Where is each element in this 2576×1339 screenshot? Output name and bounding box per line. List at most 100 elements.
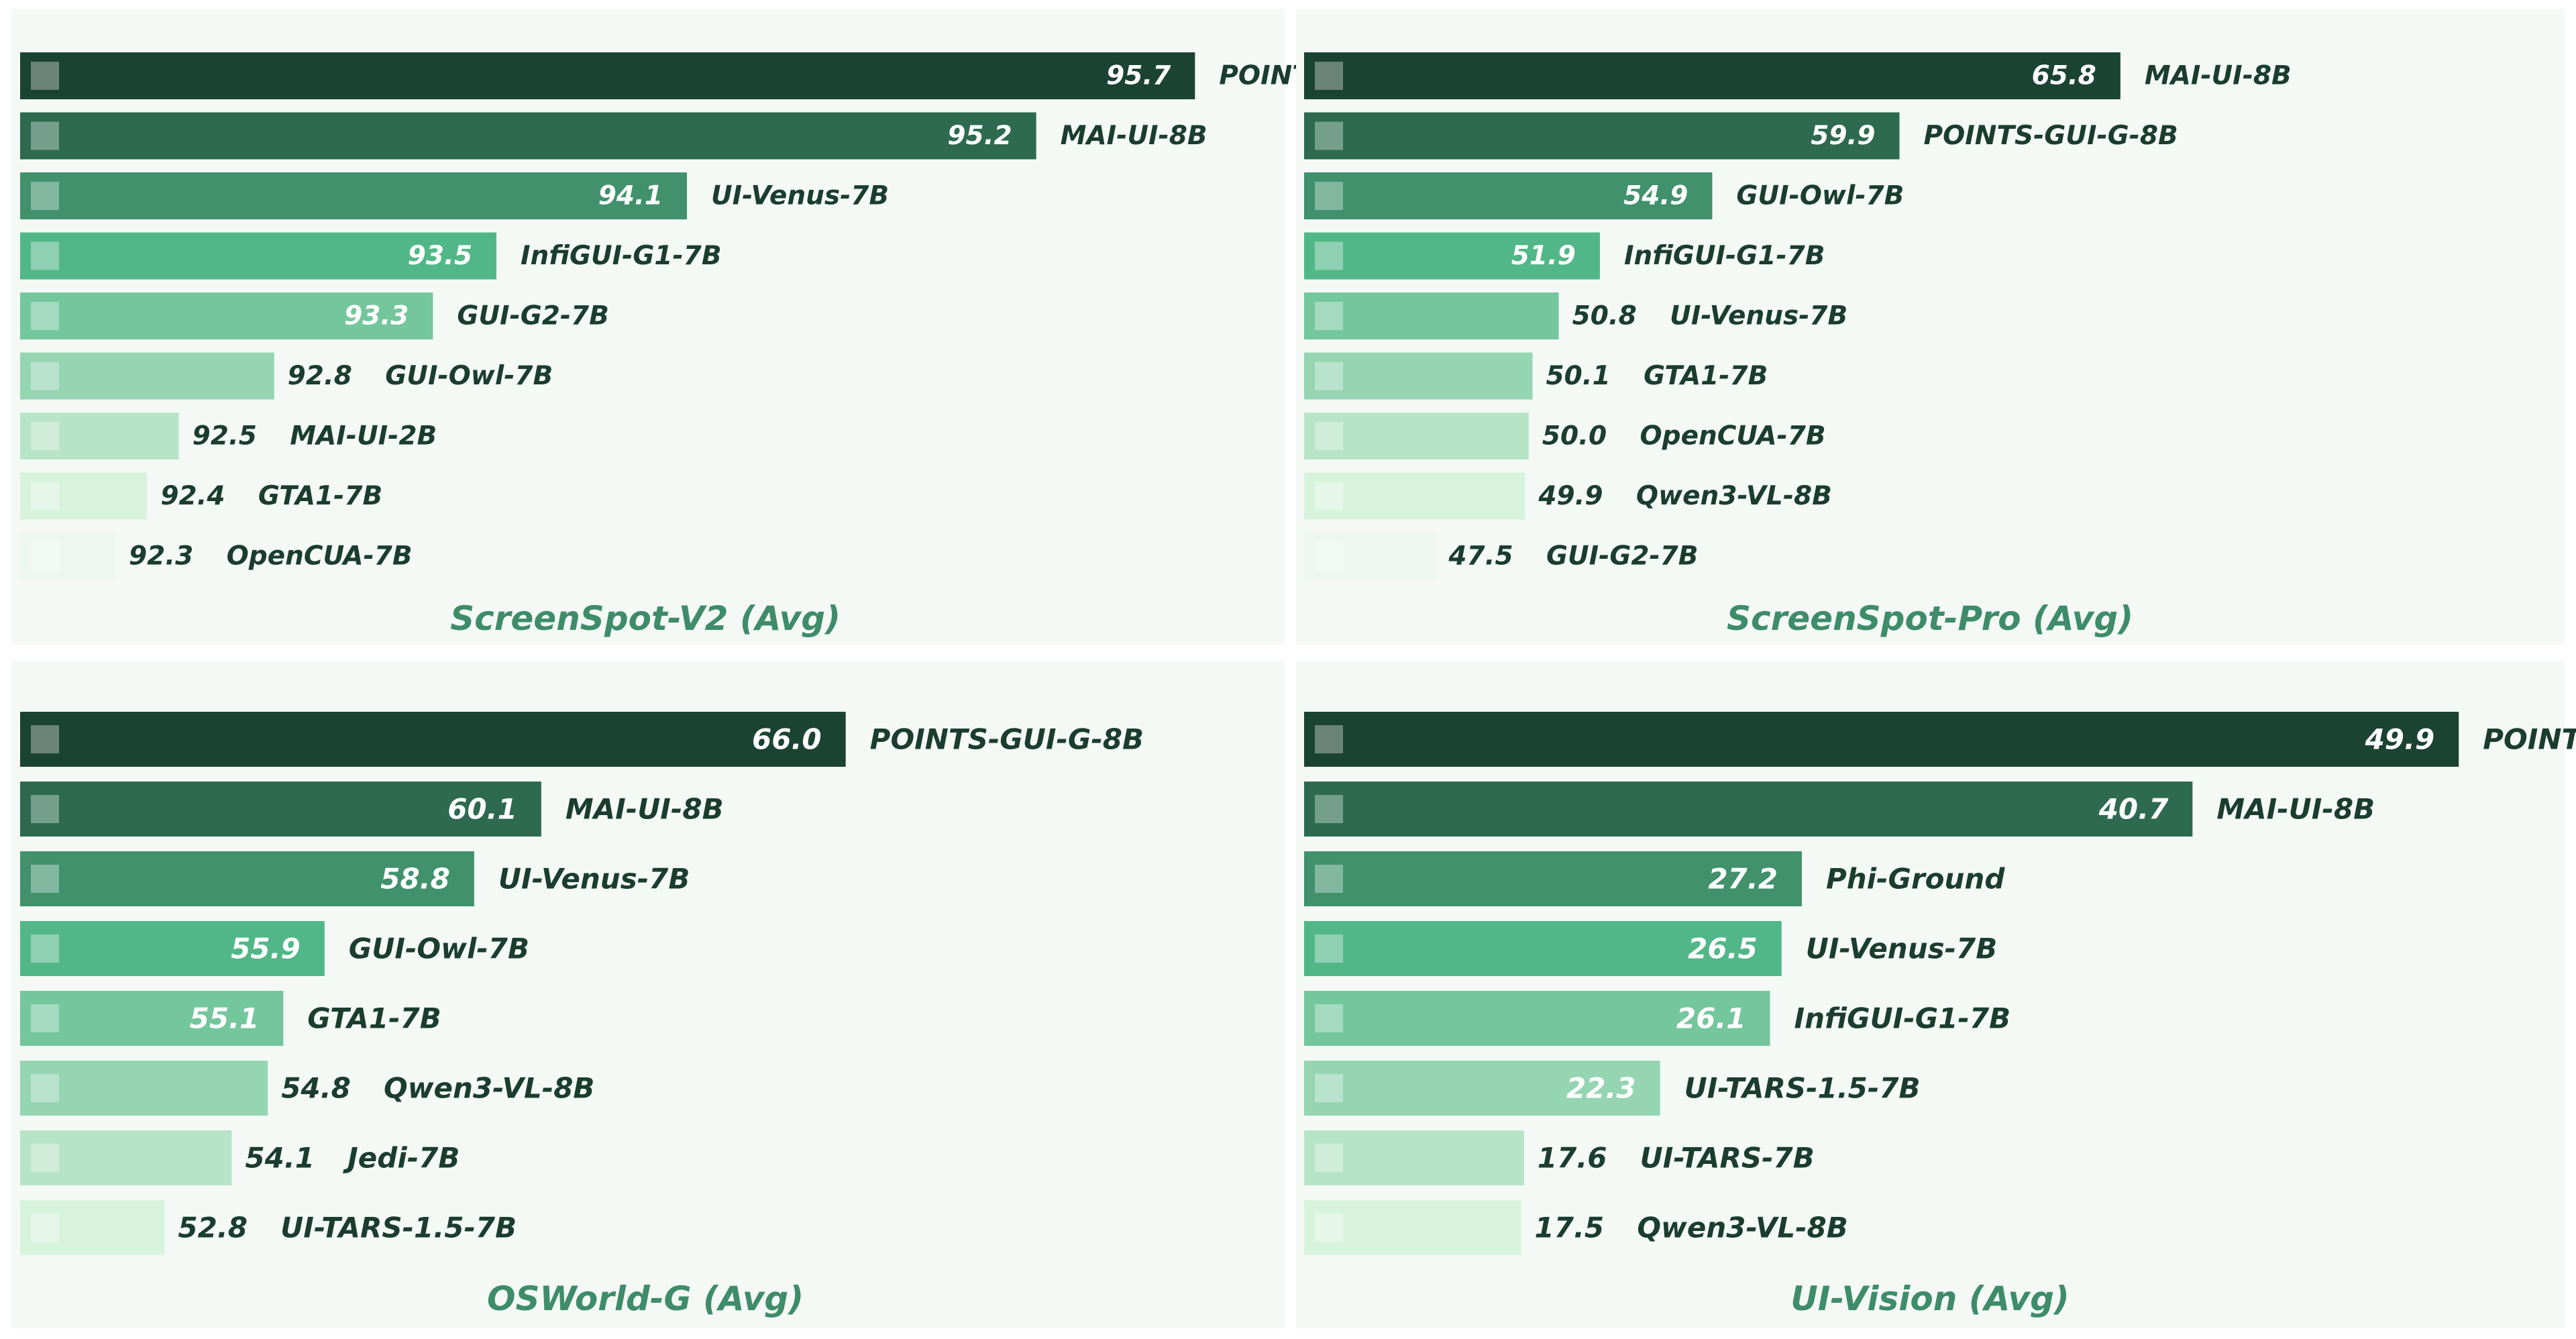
category-label: MAI-UI-8B <box>2145 61 2292 91</box>
bar-screenspot-pro-1 <box>1304 112 1900 160</box>
bar-marker-icon <box>31 1074 59 1102</box>
category-label: InfiGUI-G1-7B <box>1794 1002 2011 1035</box>
category-label: GUI-Owl-7B <box>385 361 553 391</box>
category-label: MAI-UI-8B <box>1061 121 1208 151</box>
bar-marker-icon <box>1315 934 1343 963</box>
value-label: 95.2 <box>947 121 1012 151</box>
bar-marker-icon <box>1315 242 1343 270</box>
bar-marker-icon <box>1315 1144 1343 1172</box>
category-label: UI-Venus-7B <box>498 863 690 896</box>
value-label: 65.8 <box>2032 61 2096 91</box>
category-label: MAI-UI-8B <box>2216 793 2375 826</box>
bar-screenspot-v2-4 <box>20 292 433 339</box>
bar-osworld-g-7 <box>20 1200 165 1255</box>
category-label: UI-TARS-1.5-7B <box>280 1212 517 1244</box>
chart-screenspot-pro: 65.8 MAI-UI-8B 59.9 POINTS-GUI-G-8B 54.9 GUI-… <box>1296 9 2565 645</box>
value-label: 92.8 <box>288 361 352 391</box>
bar-ui-vision-3 <box>1304 921 1782 976</box>
value-label: 26.1 <box>1676 1002 1746 1035</box>
bar-screenspot-v2-7 <box>20 472 148 520</box>
category-label: Qwen3-VL-8B <box>1636 481 1832 511</box>
value-label: 54.9 <box>1623 181 1688 211</box>
chart-title: UI-Vision (Avg) <box>1790 1279 2070 1318</box>
bar-screenspot-pro-8 <box>1304 533 1436 580</box>
value-label: 49.9 <box>1538 481 1603 511</box>
category-label: GUI-Owl-7B <box>349 932 529 965</box>
category-label: UI-TARS-7B <box>1640 1142 1815 1175</box>
category-label: UI-Venus-7B <box>1806 932 1998 965</box>
bar-marker-icon <box>31 795 59 823</box>
bar-ui-vision-7 <box>1304 1200 1521 1255</box>
bar-screenspot-pro-4 <box>1304 292 1559 339</box>
value-label: 52.8 <box>178 1212 248 1244</box>
category-label: UI-TARS-1.5-7B <box>1684 1072 1921 1105</box>
bar-marker-icon <box>31 182 59 210</box>
category-label: GUI-G2-7B <box>1546 541 1699 572</box>
bar-screenspot-pro-2 <box>1304 172 1713 219</box>
value-label: 60.1 <box>447 793 517 826</box>
value-label: 22.3 <box>1566 1072 1636 1105</box>
bar-screenspot-pro-0 <box>1304 52 2121 99</box>
category-label: OpenCUA-7B <box>227 541 413 572</box>
bar-marker-icon <box>31 482 59 511</box>
bar-marker-icon <box>31 242 59 270</box>
category-label: MAI-UI-8B <box>566 793 724 826</box>
bar-marker-icon <box>31 1144 59 1172</box>
bar-ui-vision-4 <box>1304 991 1770 1046</box>
bar-osworld-g-6 <box>20 1130 232 1185</box>
category-label: InfiGUI-G1-7B <box>1624 241 1825 271</box>
category-label: UI-Venus-7B <box>1670 301 1847 331</box>
value-label: 59.9 <box>1811 121 1875 151</box>
category-label: Jedi-7B <box>343 1142 460 1175</box>
value-label: 26.5 <box>1688 932 1758 965</box>
chart-title: OSWorld-G (Avg) <box>487 1279 804 1318</box>
value-label: 54.1 <box>245 1142 315 1175</box>
bar-ui-vision-6 <box>1304 1130 1524 1185</box>
bar-marker-icon <box>31 1214 59 1242</box>
bar-marker-icon <box>1315 121 1343 150</box>
bar-screenspot-v2-3 <box>20 232 496 280</box>
category-label: Phi-Ground <box>1826 863 2005 896</box>
bar-marker-icon <box>1315 795 1343 823</box>
value-label: 66.0 <box>752 723 822 756</box>
bar-marker-icon <box>31 542 59 570</box>
category-label: GUI-Owl-7B <box>1736 181 1904 211</box>
value-label: 27.2 <box>1708 863 1778 896</box>
value-label: 54.8 <box>281 1072 351 1105</box>
category-label: InfiGUI-G1-7B <box>521 241 722 271</box>
bar-marker-icon <box>1315 1004 1343 1032</box>
bar-marker-icon <box>31 302 59 330</box>
bar-screenspot-pro-7 <box>1304 472 1525 520</box>
value-label: 92.5 <box>193 421 257 451</box>
value-label: 51.9 <box>1511 241 1576 271</box>
bar-marker-icon <box>31 725 59 753</box>
bar-marker-icon <box>1315 1214 1343 1242</box>
chart-osworld-g: 66.0 POINTS-GUI-G-8B 60.1 MAI-UI-8B 58.8 UI-V… <box>11 661 1285 1328</box>
bar-marker-icon <box>1315 542 1343 570</box>
category-label: GTA1-7B <box>1644 361 1768 391</box>
value-label: 47.5 <box>1448 541 1513 572</box>
bar-marker-icon <box>31 62 59 90</box>
category-label: MAI-UI-2B <box>290 421 437 451</box>
bar-marker-icon <box>1315 482 1343 511</box>
bar-screenspot-pro-3 <box>1304 232 1600 280</box>
value-label: 17.6 <box>1538 1142 1607 1175</box>
bar-marker-icon <box>1315 182 1343 210</box>
bar-ui-vision-0 <box>1304 712 2459 767</box>
value-label: 55.9 <box>231 932 301 965</box>
bar-marker-icon <box>1315 302 1343 330</box>
value-label: 17.5 <box>1535 1212 1605 1244</box>
bar-osworld-g-0 <box>20 712 846 767</box>
bar-osworld-g-5 <box>20 1061 268 1116</box>
category-label: GUI-G2-7B <box>457 301 609 331</box>
bar-marker-icon <box>1315 865 1343 893</box>
bar-marker-icon <box>31 121 59 150</box>
value-label: 95.7 <box>1106 61 1171 91</box>
bar-ui-vision-1 <box>1304 782 2193 837</box>
bar-marker-icon <box>31 1004 59 1032</box>
value-label: 93.3 <box>344 301 409 331</box>
bar-screenspot-v2-6 <box>20 413 179 460</box>
bar-screenspot-v2-5 <box>20 352 274 400</box>
value-label: 49.9 <box>2365 723 2435 756</box>
